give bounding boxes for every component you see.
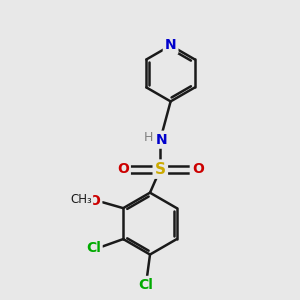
Text: CH₃: CH₃ bbox=[70, 193, 92, 206]
Text: N: N bbox=[165, 38, 176, 52]
Text: Cl: Cl bbox=[86, 241, 101, 255]
Text: S: S bbox=[155, 162, 166, 177]
Text: O: O bbox=[88, 194, 100, 208]
Text: O: O bbox=[192, 162, 204, 176]
Text: Cl: Cl bbox=[138, 278, 153, 292]
Text: H: H bbox=[143, 131, 153, 144]
Text: N: N bbox=[156, 133, 168, 147]
Text: O: O bbox=[117, 162, 129, 176]
